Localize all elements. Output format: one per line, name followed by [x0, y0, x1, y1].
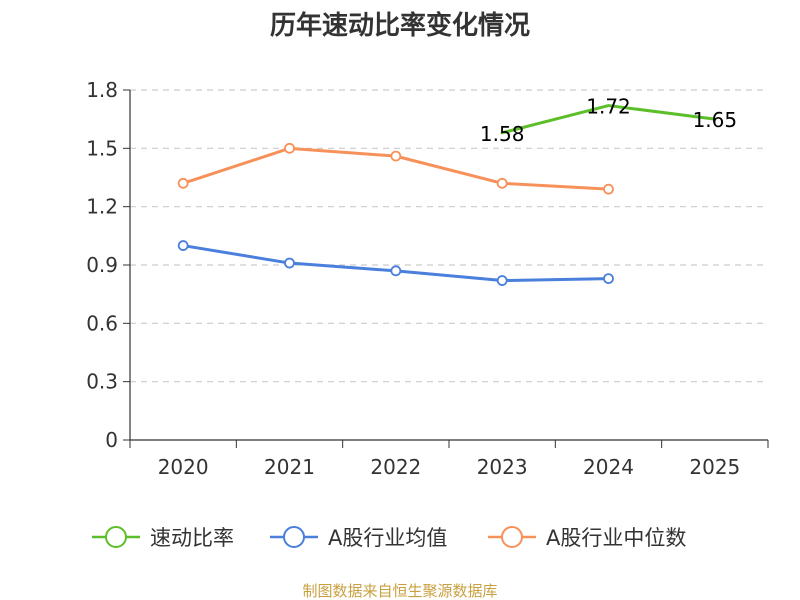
x-tick-label: 2025	[689, 455, 740, 479]
data-label: 1.58	[480, 122, 525, 146]
x-tick-label: 2023	[477, 455, 528, 479]
y-tick-label: 0.9	[86, 253, 118, 277]
y-tick-label: 0	[105, 428, 118, 452]
data-point	[284, 142, 295, 154]
legend-item-1[interactable]: A股行业均值	[270, 526, 447, 550]
series	[177, 104, 717, 286]
legend-item-2[interactable]: A股行业中位数	[488, 526, 686, 550]
y-tick-label: 1.2	[86, 195, 118, 219]
series-2	[177, 142, 614, 195]
axes: 0 0.3 0.6 0.9 1.2 1.5 1.8 2020 2021 2022 2023 2024 2…	[86, 78, 769, 479]
data-point	[284, 257, 295, 269]
legend-item-0[interactable]: 速动比率	[92, 526, 234, 550]
legend-swatch-marker	[283, 526, 305, 548]
x-tick-label: 2024	[583, 455, 634, 479]
data-point	[496, 275, 508, 286]
legend-label: A股行业中位数	[546, 526, 686, 550]
y-tick-label: 1.8	[86, 78, 118, 102]
legend-swatch-marker	[501, 526, 523, 548]
data-point	[603, 183, 614, 195]
series-line	[500, 104, 717, 135]
source-note: 制图数据来自恒生聚源数据库	[302, 582, 497, 600]
data-label: 1.65	[693, 108, 738, 132]
data-labels: 1.58 1.72 1.65	[480, 95, 737, 146]
x-tick-label: 2021	[264, 455, 315, 479]
legend-label: A股行业均值	[328, 526, 447, 550]
legend-label: 速动比率	[150, 526, 234, 550]
series-1	[177, 240, 614, 286]
y-tick-label: 0.6	[86, 311, 118, 335]
x-tick-label: 2020	[158, 455, 209, 479]
chart-title: 历年速动比率变化情况	[270, 10, 530, 41]
data-point	[390, 150, 402, 162]
data-point	[177, 177, 189, 189]
data-point	[603, 273, 614, 285]
series-0	[500, 104, 717, 135]
data-point	[177, 240, 189, 251]
data-point	[390, 265, 402, 277]
y-tick-label: 1.5	[86, 136, 118, 160]
grid	[130, 89, 768, 383]
data-point	[496, 177, 508, 189]
data-label: 1.72	[586, 95, 631, 119]
x-tick-label: 2022	[370, 455, 421, 479]
y-tick-label: 0.3	[86, 370, 118, 394]
legend-swatch-marker	[105, 526, 127, 548]
legend[interactable]: 速动比率 A股行业均值 A股行业中位数	[92, 526, 686, 550]
